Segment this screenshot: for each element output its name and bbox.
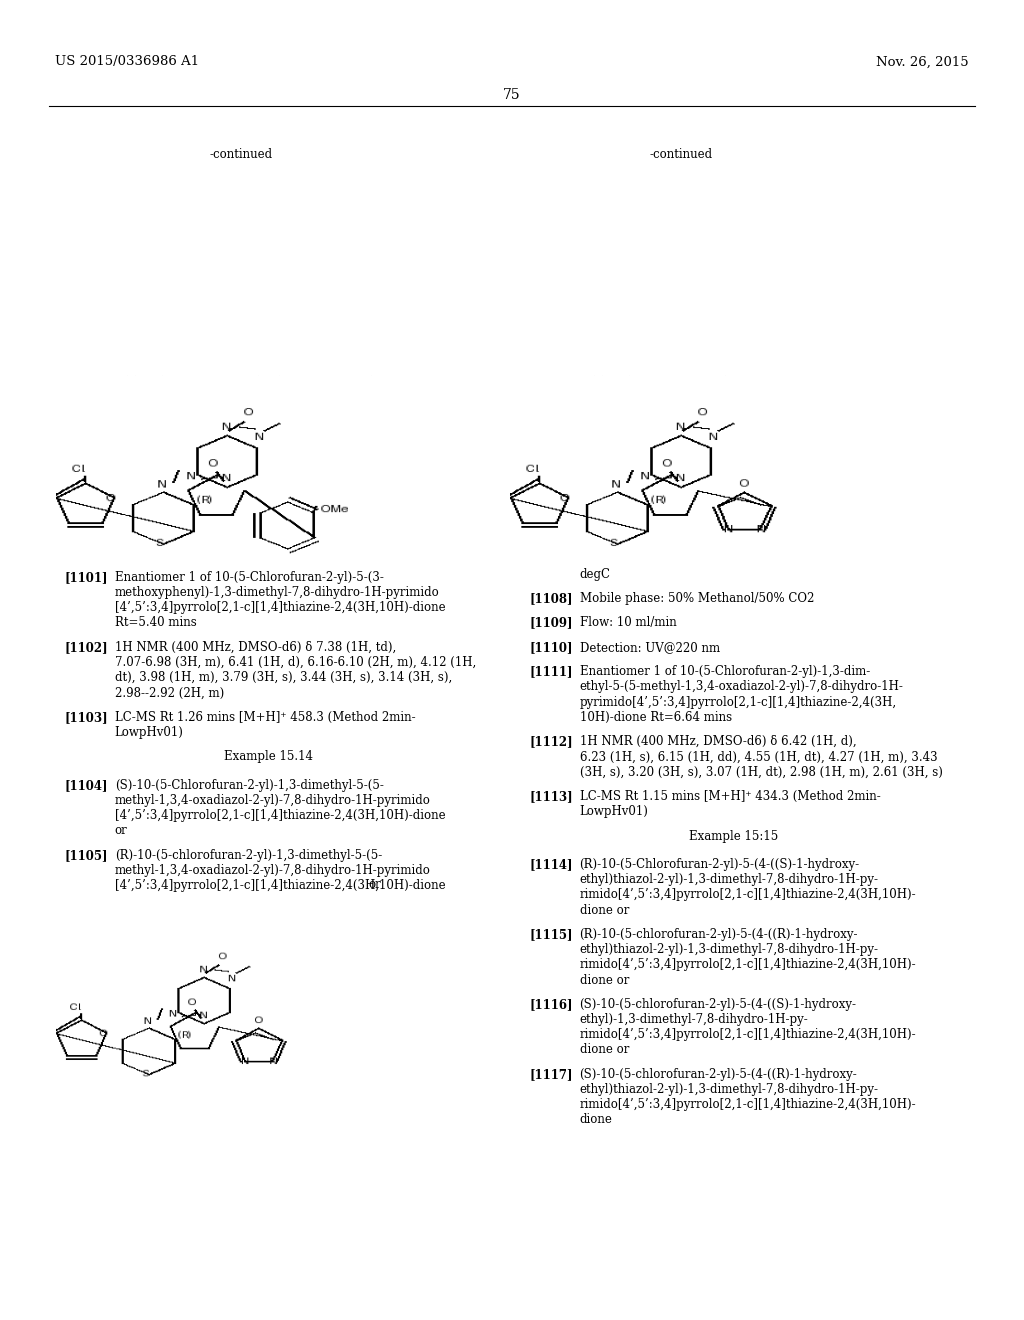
- Text: (S)-10-(5-Chlorofuran-2-yl)-1,3-dimethyl-5-(5-: (S)-10-(5-Chlorofuran-2-yl)-1,3-dimethyl…: [115, 779, 384, 792]
- Text: c][1,4]thiazine-2,4(3H,10H)-dione: c][1,4]thiazine-2,4(3H,10H)-dione: [162, 974, 340, 983]
- Text: 1H NMR (400 MHz, DMSO-d6) δ 7.38 (1H, td),: 1H NMR (400 MHz, DMSO-d6) δ 7.38 (1H, td…: [115, 642, 396, 653]
- Text: Flow: 10 ml/min: Flow: 10 ml/min: [115, 523, 211, 535]
- Text: (R)-10-(5-chlorofuran-2-yl)-5-(4-((R)-1-hydroxy-: (R)-10-(5-chlorofuran-2-yl)-5-(4-((R)-1-…: [580, 928, 858, 941]
- Text: (S)-10-(5-chlorofuran-2-yl)-1,3-dimethyl-: (S)-10-(5-chlorofuran-2-yl)-1,3-dimethyl…: [145, 927, 356, 936]
- Text: dione or: dione or: [580, 974, 629, 986]
- Text: or: or: [369, 878, 381, 891]
- Text: 1,3-dimethyl-7,8-dihydro-1H-: 1,3-dimethyl-7,8-dihydro-1H-: [175, 392, 327, 401]
- Text: LowpHv01): LowpHv01): [580, 805, 648, 818]
- Text: Nov. 26, 2015: Nov. 26, 2015: [877, 55, 969, 69]
- Text: [1096]: [1096]: [65, 449, 108, 462]
- Text: LC-MS Rt 1.26 mins [M+H]⁺ 458.3 (Method 2min-: LC-MS Rt 1.26 mins [M+H]⁺ 458.3 (Method …: [115, 711, 416, 723]
- Text: [1097]: [1097]: [65, 474, 108, 486]
- Text: dihydro-1H-pyrimido[4’,5’:3,4]pyrrolo[2,1-: dihydro-1H-pyrimido[4’,5’:3,4]pyrrolo[2,…: [585, 408, 808, 417]
- Text: [1100]: [1100]: [65, 546, 108, 560]
- Text: Column: Chiralpak ID, 250×10 mm, 5 um@35: Column: Chiralpak ID, 250×10 mm, 5 um@35: [580, 553, 854, 565]
- Text: [1112]: [1112]: [529, 735, 573, 748]
- Text: 2.98--2.92 (2H, m): 2.98--2.92 (2H, m): [115, 686, 224, 700]
- Text: [4’,5’:3,4]pyrrolo[2,1-c][1,4]thiazine-2,4(3H,10H)-dione: [4’,5’:3,4]pyrrolo[2,1-c][1,4]thiazine-2…: [115, 809, 445, 822]
- Text: methoxyphenyl)-1,3-dimethyl-7,8-dihydro-1H-pyrimido: methoxyphenyl)-1,3-dimethyl-7,8-dihydro-…: [115, 586, 439, 599]
- Text: dihydro-1H-pyrimido[4’,5’:3,4]pyrrolo[2,1-: dihydro-1H-pyrimido[4’,5’:3,4]pyrrolo[2,…: [139, 958, 362, 968]
- Text: dione or: dione or: [580, 1044, 629, 1056]
- Text: pyrimido[4’,5’:3,4]pyrrolo[2,1-c][1,4]thiazine-2,4(3H,: pyrimido[4’,5’:3,4]pyrrolo[2,1-c][1,4]th…: [580, 696, 897, 709]
- Text: pyrimido[4’,5’:3,4]pyrrolo[2,1-c][1,4]thiazine-: pyrimido[4’,5’:3,4]pyrrolo[2,1-c][1,4]th…: [130, 408, 372, 417]
- Text: ethyl-5-(5-methyl-1,3,4-oxadiazol-2-yl)-7,8-dihydro-1H-: ethyl-5-(5-methyl-1,3,4-oxadiazol-2-yl)-…: [580, 681, 903, 693]
- Text: dione: dione: [580, 1114, 612, 1126]
- Text: [1104]: [1104]: [65, 779, 108, 792]
- Text: Mobile phase: 35% Methanol/65% CO2: Mobile phase: 35% Methanol/65% CO2: [115, 498, 349, 511]
- Text: rimido[4’,5’:3,4]pyrrolo[2,1-c][1,4]thiazine-2,4(3H,10H)-: rimido[4’,5’:3,4]pyrrolo[2,1-c][1,4]thia…: [580, 1028, 916, 1041]
- Text: [1113]: [1113]: [529, 789, 573, 803]
- Text: [1115]: [1115]: [529, 928, 572, 941]
- Text: Separation Conditions:: Separation Conditions:: [580, 528, 717, 541]
- Text: [4’,5’:3,4]pyrrolo[2,1-c][1,4]thiazine-2,4(3H,10H)-dione: [4’,5’:3,4]pyrrolo[2,1-c][1,4]thiazine-2…: [115, 602, 445, 614]
- Text: [1107]: [1107]: [529, 553, 572, 565]
- Text: ethyl)thiazol-2-yl)-1,3-dimethyl-7,8-dihydro-1H-py-: ethyl)thiazol-2-yl)-1,3-dimethyl-7,8-dih…: [580, 874, 879, 886]
- Text: ethyl)thiazol-2-yl)-1,3-dimethyl-7,8-dihydro-1H-py-: ethyl)thiazol-2-yl)-1,3-dimethyl-7,8-dih…: [580, 942, 879, 956]
- Text: [1102]: [1102]: [65, 642, 109, 653]
- Text: [1105]: [1105]: [65, 849, 108, 862]
- Text: [1099]: [1099]: [65, 523, 108, 535]
- Text: 10H)-dione Rt=6.64 mins: 10H)-dione Rt=6.64 mins: [580, 710, 732, 723]
- Text: [4’,5’:3,4]pyrrolo[2,1-c][1,4]thiazine-2,4(3H,10H)-dione: [4’,5’:3,4]pyrrolo[2,1-c][1,4]thiazine-2…: [115, 879, 445, 892]
- Text: 75: 75: [503, 88, 521, 103]
- Text: [1116]: [1116]: [529, 998, 572, 1011]
- Text: [1117]: [1117]: [529, 1068, 572, 1081]
- Text: rimido[4’,5’:3,4]pyrrolo[2,1-c][1,4]thiazine-2,4(3H,10H)-: rimido[4’,5’:3,4]pyrrolo[2,1-c][1,4]thia…: [580, 958, 916, 972]
- Text: methyl-1,3,4-oxadiazol-2-yl)-7,8-dihydro-1H-pyrimido: methyl-1,3,4-oxadiazol-2-yl)-7,8-dihydro…: [115, 865, 430, 876]
- Text: Example 15:15: Example 15:15: [689, 830, 778, 842]
- Text: LowpHv01): LowpHv01): [115, 726, 183, 739]
- Text: 5-(5-methyl-1,3,4-oxadiazol-2-yl)-7,8-: 5-(5-methyl-1,3,4-oxadiazol-2-yl)-7,8-: [154, 942, 348, 952]
- Text: (R)-10-(5-chlorofuran-2-yl)-1,3-dimethyl-: (R)-10-(5-chlorofuran-2-yl)-1,3-dimethyl…: [590, 376, 803, 385]
- Text: [1106]: [1106]: [529, 528, 572, 541]
- Text: ethyl)thiazol-2-yl)-1,3-dimethyl-7,8-dihydro-1H-py-: ethyl)thiazol-2-yl)-1,3-dimethyl-7,8-dih…: [580, 1084, 879, 1096]
- Text: 7.07-6.98 (3H, m), 6.41 (1H, d), 6.16-6.10 (2H, m), 4.12 (1H,: 7.07-6.98 (3H, m), 6.41 (1H, d), 6.16-6.…: [115, 656, 476, 669]
- Text: Rt=5.40 mins: Rt=5.40 mins: [115, 616, 197, 630]
- Text: Separation Conditions:: Separation Conditions:: [115, 449, 252, 462]
- Text: dt), 3.98 (1H, m), 3.79 (3H, s), 3.44 (3H, s), 3.14 (3H, s),: dt), 3.98 (1H, m), 3.79 (3H, s), 3.44 (3…: [115, 671, 452, 684]
- Text: -continued: -continued: [649, 148, 713, 161]
- Text: dione or: dione or: [580, 903, 629, 916]
- Text: Detection: UV@220-260 nm: Detection: UV@220-260 nm: [115, 546, 282, 560]
- Text: Flow: 10 ml/min: Flow: 10 ml/min: [580, 616, 676, 630]
- Text: (R)-10-(5-chlorofuran-2-yl)-1,3-dimethyl-5-(5-: (R)-10-(5-chlorofuran-2-yl)-1,3-dimethyl…: [115, 849, 382, 862]
- Text: Enantiomer 1 of 10-(5-Chlorofuran-2-yl)-1,3-dim-: Enantiomer 1 of 10-(5-Chlorofuran-2-yl)-…: [580, 665, 869, 678]
- Text: -continued: -continued: [209, 148, 272, 161]
- Text: [1098]: [1098]: [65, 498, 108, 511]
- Text: (S)-10-(5-chlorofuran-2-yl)-5-(4-((R)-1-hydroxy-: (S)-10-(5-chlorofuran-2-yl)-5-(4-((R)-1-…: [580, 1068, 857, 1081]
- Text: rimido[4’,5’:3,4]pyrrolo[2,1-c][1,4]thiazine-2,4(3H,10H)-: rimido[4’,5’:3,4]pyrrolo[2,1-c][1,4]thia…: [580, 888, 916, 902]
- Text: [1111]: [1111]: [529, 665, 572, 678]
- Text: Column: Chiralcel OD 250×10 mm 5 um@34.8° C.: Column: Chiralcel OD 250×10 mm 5 um@34.8…: [115, 474, 416, 486]
- Text: rimido[4’,5’:3,4]pyrrolo[2,1-c][1,4]thiazine-2,4(3H,10H)-: rimido[4’,5’:3,4]pyrrolo[2,1-c][1,4]thia…: [580, 1098, 916, 1111]
- Text: [1114]: [1114]: [529, 858, 572, 871]
- Text: [1103]: [1103]: [65, 711, 109, 723]
- Text: 2,4(3H,10H)-dione: 2,4(3H,10H)-dione: [202, 424, 300, 433]
- Text: Enantiomer 1 of 10-(5-Chlorofuran-2-yl)-5-(3-: Enantiomer 1 of 10-(5-Chlorofuran-2-yl)-…: [115, 572, 384, 583]
- Text: (R)-10-(5-chlorofuran-2-yl)-5-(3-methoxyphenyl)-: (R)-10-(5-chlorofuran-2-yl)-5-(3-methoxy…: [123, 376, 379, 385]
- Text: [1108]: [1108]: [529, 591, 572, 605]
- Text: Detection: UV@220 nm: Detection: UV@220 nm: [580, 642, 720, 653]
- Text: Example 15.14: Example 15.14: [224, 751, 313, 763]
- Text: c][1,4]thiazine-2,4(3H,10H)-dione: c][1,4]thiazine-2,4(3H,10H)-dione: [607, 424, 785, 433]
- Text: or: or: [115, 824, 127, 837]
- Text: 1H NMR (400 MHz, DMSO-d6) δ 6.42 (1H, d),: 1H NMR (400 MHz, DMSO-d6) δ 6.42 (1H, d)…: [580, 735, 856, 748]
- Text: [1109]: [1109]: [529, 616, 572, 630]
- Text: (R)-10-(5-Chlorofuran-2-yl)-5-(4-((S)-1-hydroxy-: (R)-10-(5-Chlorofuran-2-yl)-5-(4-((S)-1-…: [580, 858, 860, 871]
- Text: methyl-1,3,4-oxadiazol-2-yl)-7,8-dihydro-1H-pyrimido: methyl-1,3,4-oxadiazol-2-yl)-7,8-dihydro…: [115, 795, 430, 807]
- Text: LC-MS Rt 1.15 mins [M+H]⁺ 434.3 (Method 2min-: LC-MS Rt 1.15 mins [M+H]⁺ 434.3 (Method …: [580, 789, 881, 803]
- Text: (3H, s), 3.20 (3H, s), 3.07 (1H, dt), 2.98 (1H, m), 2.61 (3H, s): (3H, s), 3.20 (3H, s), 3.07 (1H, dt), 2.…: [580, 766, 942, 779]
- Text: (S)-10-(5-chlorofuran-2-yl)-5-(4-((S)-1-hydroxy-: (S)-10-(5-chlorofuran-2-yl)-5-(4-((S)-1-…: [580, 998, 857, 1011]
- Text: degC: degC: [580, 568, 610, 581]
- Text: ethyl)-1,3-dimethyl-7,8-dihydro-1H-py-: ethyl)-1,3-dimethyl-7,8-dihydro-1H-py-: [580, 1014, 808, 1026]
- Text: Mobile phase: 50% Methanol/50% CO2: Mobile phase: 50% Methanol/50% CO2: [580, 591, 814, 605]
- Text: [1101]: [1101]: [65, 572, 108, 583]
- Text: US 2015/0336986 A1: US 2015/0336986 A1: [55, 55, 200, 69]
- Text: 6.23 (1H, s), 6.15 (1H, dd), 4.55 (1H, dt), 4.27 (1H, m), 3.43: 6.23 (1H, s), 6.15 (1H, dd), 4.55 (1H, d…: [580, 750, 937, 763]
- Text: 5-(5-methyl-1,3,4-oxadiazol-2-yl)-7,8-: 5-(5-methyl-1,3,4-oxadiazol-2-yl)-7,8-: [599, 392, 794, 401]
- Text: [1110]: [1110]: [529, 642, 572, 653]
